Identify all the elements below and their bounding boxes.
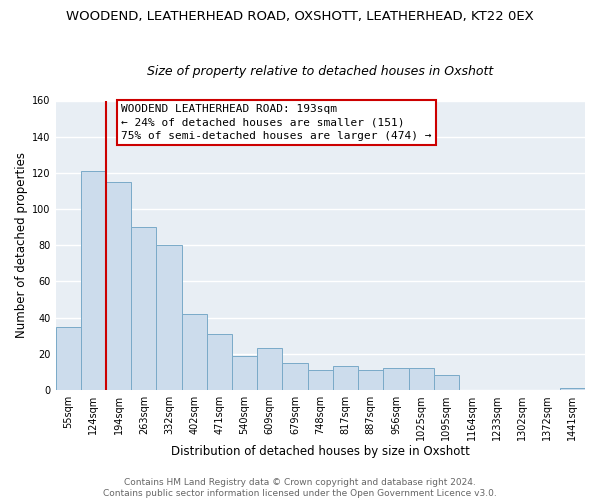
Bar: [106, 182, 131, 390]
Bar: [257, 348, 283, 390]
Bar: [182, 314, 207, 390]
Bar: [383, 368, 409, 390]
Bar: [81, 171, 106, 390]
Bar: [308, 370, 333, 390]
Bar: [358, 370, 383, 390]
Bar: [434, 376, 459, 390]
Y-axis label: Number of detached properties: Number of detached properties: [15, 152, 28, 338]
Text: Contains HM Land Registry data © Crown copyright and database right 2024.
Contai: Contains HM Land Registry data © Crown c…: [103, 478, 497, 498]
Bar: [333, 366, 358, 390]
X-axis label: Distribution of detached houses by size in Oxshott: Distribution of detached houses by size …: [171, 444, 470, 458]
Bar: [207, 334, 232, 390]
Text: WOODEND, LEATHERHEAD ROAD, OXSHOTT, LEATHERHEAD, KT22 0EX: WOODEND, LEATHERHEAD ROAD, OXSHOTT, LEAT…: [66, 10, 534, 23]
Bar: [560, 388, 585, 390]
Text: WOODEND LEATHERHEAD ROAD: 193sqm
← 24% of detached houses are smaller (151)
75% : WOODEND LEATHERHEAD ROAD: 193sqm ← 24% o…: [121, 104, 431, 141]
Bar: [131, 227, 157, 390]
Bar: [56, 326, 81, 390]
Title: Size of property relative to detached houses in Oxshott: Size of property relative to detached ho…: [147, 66, 493, 78]
Bar: [409, 368, 434, 390]
Bar: [157, 245, 182, 390]
Bar: [283, 363, 308, 390]
Bar: [232, 356, 257, 390]
